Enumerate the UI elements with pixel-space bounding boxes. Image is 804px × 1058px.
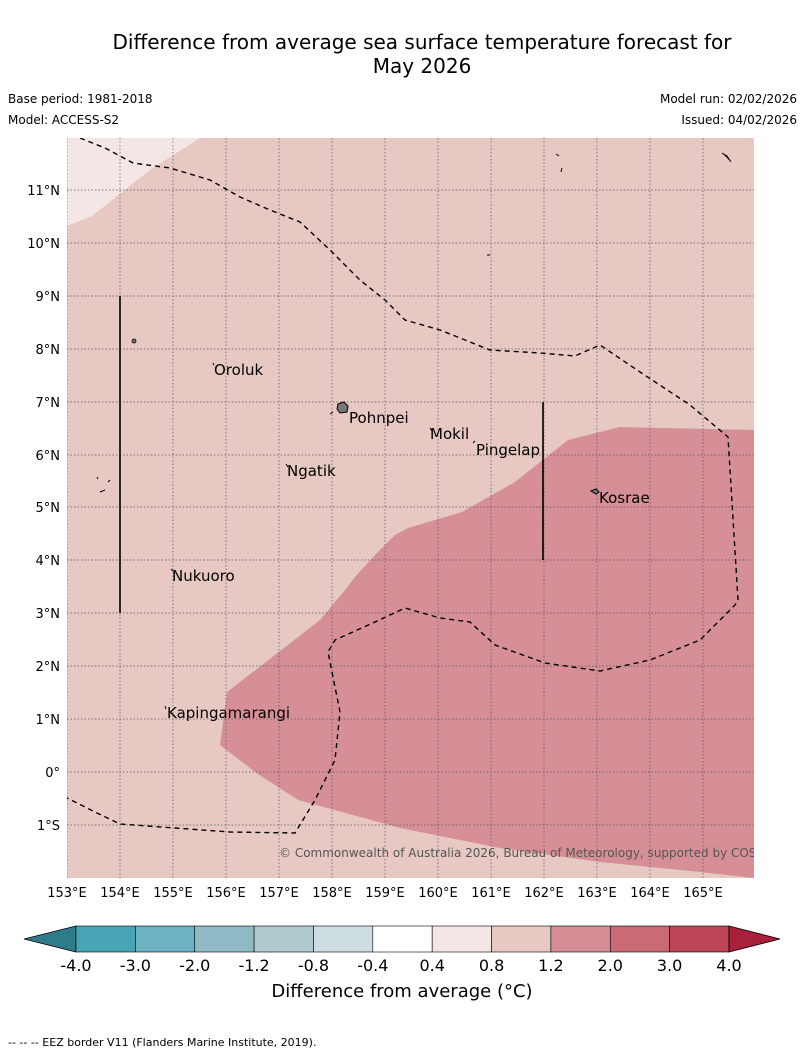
lon-label: 155°E (153, 886, 193, 901)
lat-label: 1°S (37, 819, 60, 834)
map-area: Oroluk Pohnpei Mokil Pingelap Ngatik Kos… (67, 138, 784, 878)
place-kapingamarangi: Kapingamarangi (167, 704, 290, 722)
anomaly-fill-1.2-2.0 (220, 427, 754, 878)
lon-label: 164°E (630, 886, 670, 901)
colorbar-segment (491, 925, 552, 953)
base-period: Base period: 1981-2018 (8, 92, 153, 106)
copyright-notice: © Commonwealth of Australia 2026, Bureau… (279, 846, 784, 860)
lon-label: 156°E (206, 886, 246, 901)
mokil-atoll (429, 427, 433, 432)
colorbar-tick-label: 0.4 (419, 956, 444, 975)
place-mokil: Mokil (430, 425, 469, 443)
title-line-1: Difference from average sea surface temp… (112, 30, 732, 54)
lon-label: 153°E (47, 886, 87, 901)
lat-label: 2°N (36, 660, 61, 675)
lat-label: 5°N (36, 501, 61, 516)
lon-label: 161°E (471, 886, 511, 901)
lon-label: 162°E (524, 886, 564, 901)
colorbar-tick-label: -1.2 (238, 956, 269, 975)
lat-label: 7°N (36, 396, 61, 411)
title-line-2: May 2026 (372, 54, 472, 78)
eez-footnote: -- -- -- EEZ border V11 (Flanders Marine… (8, 1036, 317, 1049)
anomaly-fill-0.4-0.8 (67, 138, 200, 226)
atoll-west (131, 338, 137, 344)
colorbar-segment (135, 925, 196, 953)
lon-label: 165°E (683, 886, 723, 901)
lat-label: 10°N (27, 237, 60, 252)
nukuoro-atoll (170, 568, 174, 572)
model-run: Model run: 02/02/2026 (659, 92, 797, 106)
colorbar-tick-label: -0.8 (298, 956, 329, 975)
colorbar-tick-label: -0.4 (357, 956, 388, 975)
lat-label: 6°N (36, 449, 61, 464)
place-kosrae: Kosrae (599, 489, 650, 507)
lon-label: 160°E (418, 886, 458, 901)
colorbar-extend-low (23, 925, 77, 953)
islet-west-b (99, 479, 111, 493)
colorbar-segment (194, 925, 255, 953)
colorbar-segment (313, 925, 374, 953)
colorbar-segment (253, 925, 314, 953)
colorbar-tick-label: -2.0 (179, 956, 210, 975)
lat-label: 1°N (36, 713, 61, 728)
lat-label: 11°N (27, 184, 60, 199)
lat-label: 3°N (36, 607, 61, 622)
kosrae-island (589, 488, 600, 495)
lon-label: 159°E (365, 886, 405, 901)
lon-label: 163°E (577, 886, 617, 901)
colorbar-extend-high (728, 925, 781, 953)
place-pingelap: Pingelap (476, 441, 540, 459)
lat-label: 4°N (36, 554, 61, 569)
colorbar-tick-label: -3.0 (120, 956, 151, 975)
place-oroluk: Oroluk (214, 361, 263, 379)
colorbar-tick-label: 0.8 (479, 956, 504, 975)
colorbar-tick-label: 2.0 (598, 956, 623, 975)
place-ngatik: Ngatik (287, 462, 336, 480)
lon-label: 157°E (259, 886, 299, 901)
colorbar-tick-label: -4.0 (60, 956, 91, 975)
lon-label: 154°E (100, 886, 140, 901)
model-name: Model: ACCESS-S2 (8, 113, 120, 127)
islet-west-a (96, 476, 99, 480)
colorbar-title: Difference from average (°C) (271, 981, 532, 1002)
colorbar-segment (609, 925, 670, 953)
colorbar-tick-label: 1.2 (538, 956, 563, 975)
colorbar-segment (669, 925, 730, 953)
oroluk-atoll (212, 362, 215, 366)
longitude-axis: 153°E 154°E 155°E 156°E 157°E 158°E 159°… (47, 886, 723, 901)
chart-title: Difference from average sea surface temp… (0, 30, 804, 78)
place-nukuoro: Nukuoro (172, 567, 235, 585)
colorbar-segment (550, 925, 611, 953)
ngatik-atoll (285, 463, 289, 468)
place-pohnpei: Pohnpei (349, 409, 409, 427)
colorbar-segment (372, 925, 433, 953)
lon-label: 158°E (312, 886, 352, 901)
kapingamarangi-atoll (164, 705, 167, 710)
islet-ant (329, 411, 334, 415)
gridlines (67, 138, 754, 878)
latitude-axis: 11°N 10°N 9°N 8°N 7°N 6°N 5°N 4°N 3°N 2°… (27, 184, 60, 834)
colorbar-segment (75, 925, 136, 953)
lat-label: 9°N (36, 290, 61, 305)
pohnpei-island (336, 401, 349, 414)
islet-north (555, 153, 563, 173)
issued-date: Issued: 04/02/2026 (681, 113, 797, 127)
lat-label: 8°N (36, 343, 61, 358)
colorbar-tick-label: 3.0 (657, 956, 682, 975)
pingelap-atoll (472, 440, 476, 444)
islands (96, 152, 732, 710)
lat-label: 0° (45, 766, 60, 781)
islet-northeast (721, 152, 732, 163)
colorbar-tick-label: 4.0 (716, 956, 741, 975)
colorbar: -4.0 -3.0 -2.0 -1.2 -0.8 -0.4 0.4 0.8 1.2 2.0 3.0 4… (23, 925, 781, 975)
colorbar-segment (431, 925, 492, 953)
